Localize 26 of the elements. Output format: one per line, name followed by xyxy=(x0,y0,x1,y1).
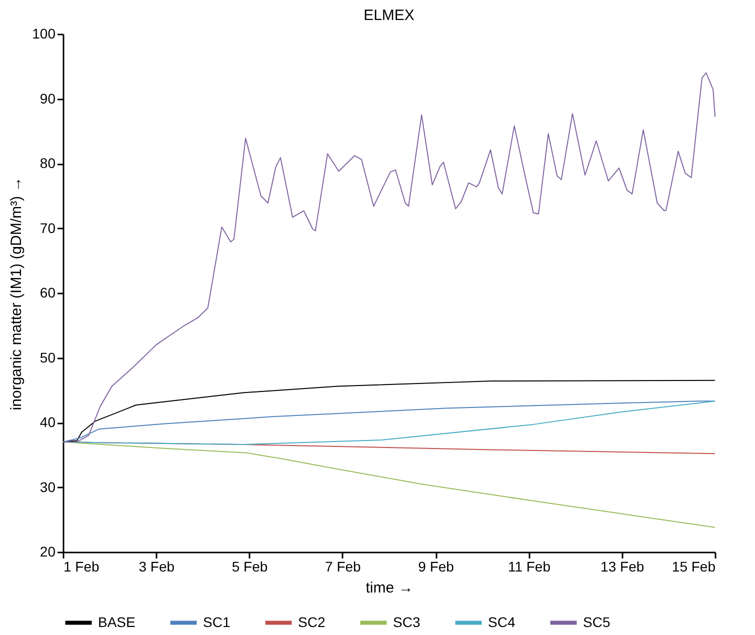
legend-label: SC5 xyxy=(583,614,610,630)
y-axis-title: inorganic matter (IM1) (gDM/m³) → xyxy=(8,176,26,410)
legend-label: SC1 xyxy=(203,614,230,630)
y-tick-label: 70 xyxy=(40,220,56,236)
y-tick-label: 90 xyxy=(40,90,56,106)
x-tick-label: 11 Feb xyxy=(508,558,551,574)
x-tick-label: 7 Feb xyxy=(325,558,362,574)
legend-label: SC3 xyxy=(393,614,420,630)
x-tick-label: 3 Feb xyxy=(138,558,175,574)
x-tick-label: 9 Feb xyxy=(418,558,454,574)
x-tick-label: 13 Feb xyxy=(600,558,644,574)
y-tick-label: 60 xyxy=(40,284,56,300)
x-tick-label: 15 Feb xyxy=(672,558,716,574)
x-axis-title: time → xyxy=(366,580,414,596)
y-tick-label: 30 xyxy=(40,478,56,495)
legend-label: SC4 xyxy=(488,614,516,630)
y-tick-label: 50 xyxy=(40,349,56,366)
legend-label: BASE xyxy=(98,614,136,630)
chart-title: ELMEX xyxy=(364,7,414,24)
y-tick-label: 100 xyxy=(32,26,56,42)
y-tick-label: 20 xyxy=(40,544,56,560)
y-tick-label: 80 xyxy=(40,155,56,171)
y-tick-label: 40 xyxy=(40,414,56,430)
x-tick-label: 1 Feb xyxy=(64,558,100,574)
legend-label: SC2 xyxy=(298,614,326,630)
x-tick-label: 5 Feb xyxy=(232,558,268,574)
